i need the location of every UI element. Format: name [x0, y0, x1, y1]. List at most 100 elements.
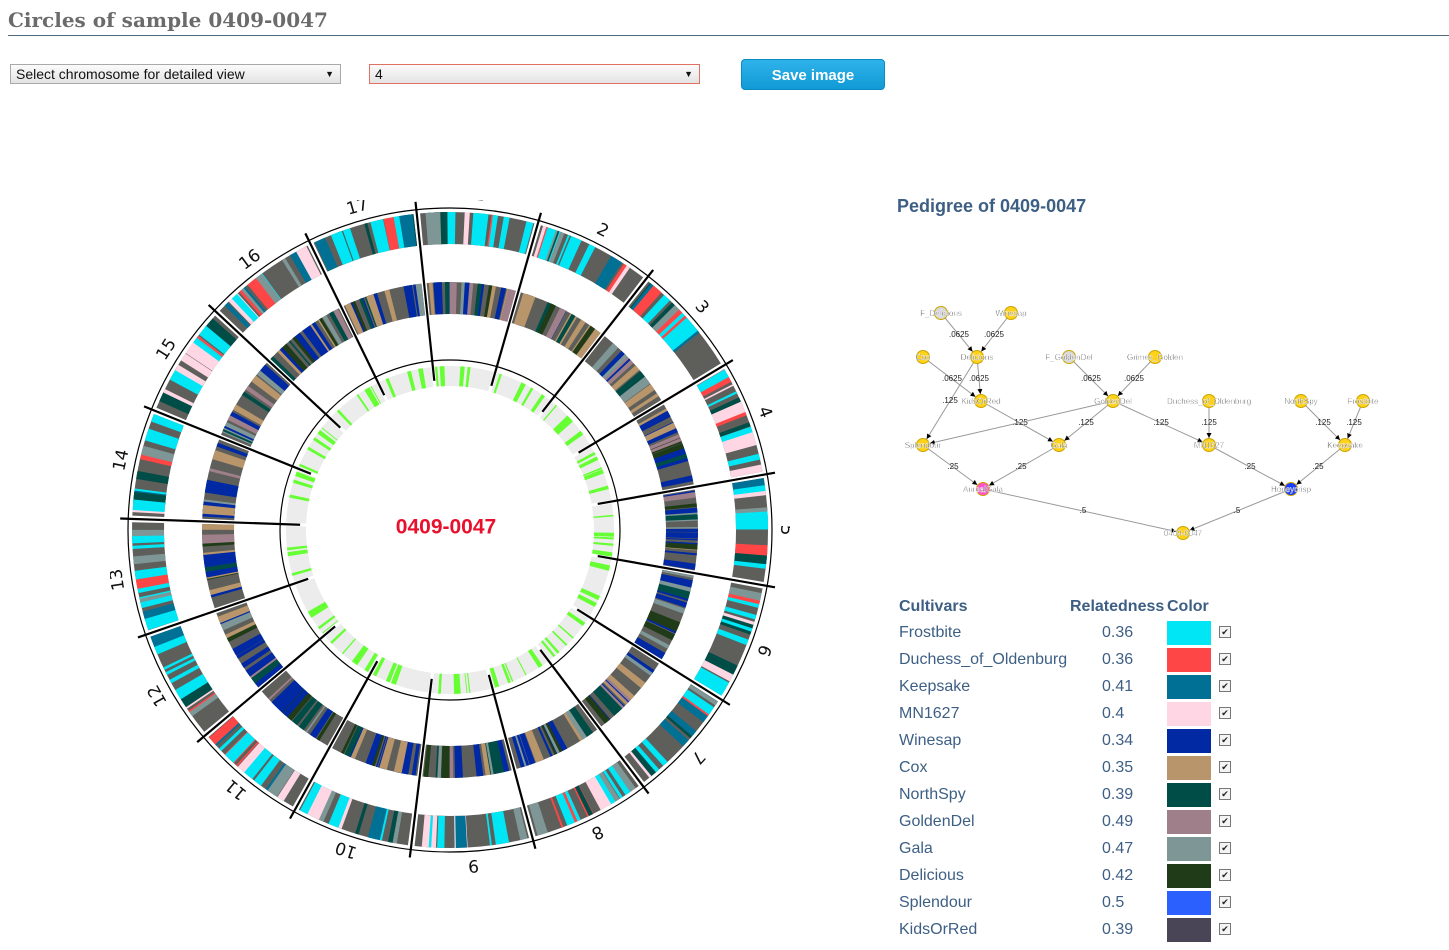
- cultivar-row: NorthSpy 0.39 ✔: [899, 782, 1239, 809]
- pedigree-node[interactable]: [1294, 394, 1308, 408]
- pedigree-node[interactable]: [916, 350, 930, 364]
- outer-track-stripe: [165, 657, 196, 675]
- chromosome-divider: [539, 649, 650, 795]
- inner-track-stripe: [364, 652, 378, 672]
- cultivar-checkbox[interactable]: ✔: [1219, 761, 1231, 773]
- inner-track-stripe: [317, 615, 336, 630]
- pedigree-node[interactable]: [970, 350, 984, 364]
- middle-track-stripe: [428, 282, 435, 315]
- outer-track-stripe: [151, 413, 184, 433]
- level-select-value: 4: [375, 66, 383, 82]
- cultivar-checkbox[interactable]: ✔: [1219, 896, 1231, 908]
- cultivar-checkbox[interactable]: ✔: [1219, 680, 1231, 692]
- chromosome-divider: [414, 201, 436, 381]
- middle-track-stripe: [665, 541, 698, 545]
- middle-track-stripe: [568, 706, 594, 738]
- pedigree-node[interactable]: [934, 306, 948, 320]
- cultivar-checkbox[interactable]: ✔: [1219, 626, 1231, 638]
- inner-track-stripe: [566, 611, 586, 627]
- pedigree-node-label: Delicious: [961, 353, 993, 362]
- pedigree-node[interactable]: [1202, 438, 1216, 452]
- middle-track-stripe: [319, 317, 339, 347]
- outer-track-stripe: [445, 212, 456, 245]
- cultivar-checkbox[interactable]: ✔: [1219, 869, 1231, 881]
- middle-track-stripe: [224, 425, 254, 441]
- middle-track-stripe: [491, 740, 505, 774]
- cultivar-checkbox[interactable]: ✔: [1219, 788, 1231, 800]
- outer-track-stripe: [135, 574, 169, 587]
- pedigree-node-label: Winesap: [995, 309, 1027, 318]
- outer-track-stripe: [132, 544, 165, 549]
- pedigree-node-label: AurealGala: [963, 485, 1004, 494]
- outer-track-stripe: [367, 806, 387, 841]
- cultivar-checkbox[interactable]: ✔: [1219, 653, 1231, 665]
- cultivar-checkbox[interactable]: ✔: [1219, 815, 1231, 827]
- pedigree-node-label: Cox: [916, 353, 930, 362]
- cultivar-checkbox[interactable]: ✔: [1219, 842, 1231, 854]
- pedigree-node[interactable]: [1106, 394, 1120, 408]
- middle-track-stripe: [657, 583, 691, 599]
- pedigree-edge-label: .0625: [1081, 374, 1102, 383]
- cultivar-checkbox[interactable]: ✔: [1219, 707, 1231, 719]
- middle-track-stripe: [665, 514, 698, 521]
- chromosome-label: 14: [110, 447, 133, 472]
- relatedness-header: Relatedness: [1070, 598, 1165, 615]
- chromosome-select[interactable]: Select chromosome for detailed view ▼: [10, 64, 341, 84]
- middle-track-stripe: [217, 605, 250, 624]
- pedigree-node[interactable]: [976, 482, 990, 496]
- outer-track-stripe: [564, 790, 581, 822]
- middle-track-stripe: [268, 676, 293, 701]
- inner-track-stripe: [307, 446, 326, 460]
- pedigree-node[interactable]: [1284, 482, 1298, 496]
- pedigree-node[interactable]: [1148, 350, 1162, 364]
- middle-track-stripe: [441, 745, 450, 778]
- cultivar-checkbox[interactable]: ✔: [1219, 734, 1231, 746]
- chromosome-label: 6: [752, 642, 775, 659]
- pedigree-edge-label: .0625: [942, 374, 963, 383]
- cultivar-color-swatch: [1167, 702, 1211, 726]
- pedigree-node[interactable]: [1202, 394, 1216, 408]
- save-image-button[interactable]: Save image: [741, 59, 885, 90]
- middle-track-segment: [261, 670, 344, 746]
- inner-track-stripe: [385, 662, 398, 683]
- inner-track-stripe: [527, 648, 543, 668]
- pedigree-node[interactable]: [1338, 438, 1352, 452]
- middle-track-stripe: [292, 696, 317, 726]
- outer-track-stripe: [656, 309, 683, 335]
- level-select[interactable]: 4 ▼: [369, 64, 700, 84]
- middle-track-stripe: [209, 582, 242, 597]
- outer-track-stripe: [652, 305, 680, 333]
- cultivar-checkbox[interactable]: ✔: [1219, 923, 1231, 935]
- pedigree-node[interactable]: [1356, 394, 1370, 408]
- pedigree-node[interactable]: [1176, 526, 1190, 540]
- pedigree-edge-label: .25: [947, 462, 959, 471]
- cultivar-relatedness: 0.39: [1102, 921, 1134, 938]
- middle-track-stripe: [384, 289, 398, 322]
- pedigree-edge: [922, 444, 978, 486]
- pedigree-node-label: KidsOrRed: [961, 397, 1000, 406]
- cultivar-name: Frostbite: [899, 624, 962, 641]
- pedigree-node[interactable]: [1062, 350, 1076, 364]
- chromosome-divider: [196, 625, 336, 743]
- pedigree-node[interactable]: [974, 394, 988, 408]
- outer-track-stripe: [558, 235, 582, 270]
- pedigree-node-label: MN1627: [1194, 441, 1225, 450]
- chromosome-divider: [541, 269, 655, 413]
- outer-track-stripe: [231, 293, 259, 322]
- cultivar-name: Keepsake: [899, 678, 971, 695]
- middle-track-stripe: [555, 313, 576, 344]
- middle-track-stripe: [444, 282, 450, 315]
- chromosome-select-value: Select chromosome for detailed view: [16, 66, 245, 82]
- outer-track-stripe: [724, 606, 757, 620]
- inner-track-stripe: [287, 549, 308, 555]
- cultivar-row: Cox 0.35 ✔: [899, 755, 1239, 782]
- pedigree-node[interactable]: [1052, 438, 1066, 452]
- middle-track-stripe: [202, 523, 235, 530]
- pedigree-edge: [982, 488, 1177, 533]
- pedigree-node[interactable]: [1004, 306, 1018, 320]
- pedigree-node[interactable]: [916, 438, 930, 452]
- outer-track-stripe: [608, 265, 630, 295]
- outer-track-stripe: [455, 815, 468, 848]
- outer-track-stripe: [140, 595, 173, 609]
- inner-track-stripe: [341, 638, 356, 655]
